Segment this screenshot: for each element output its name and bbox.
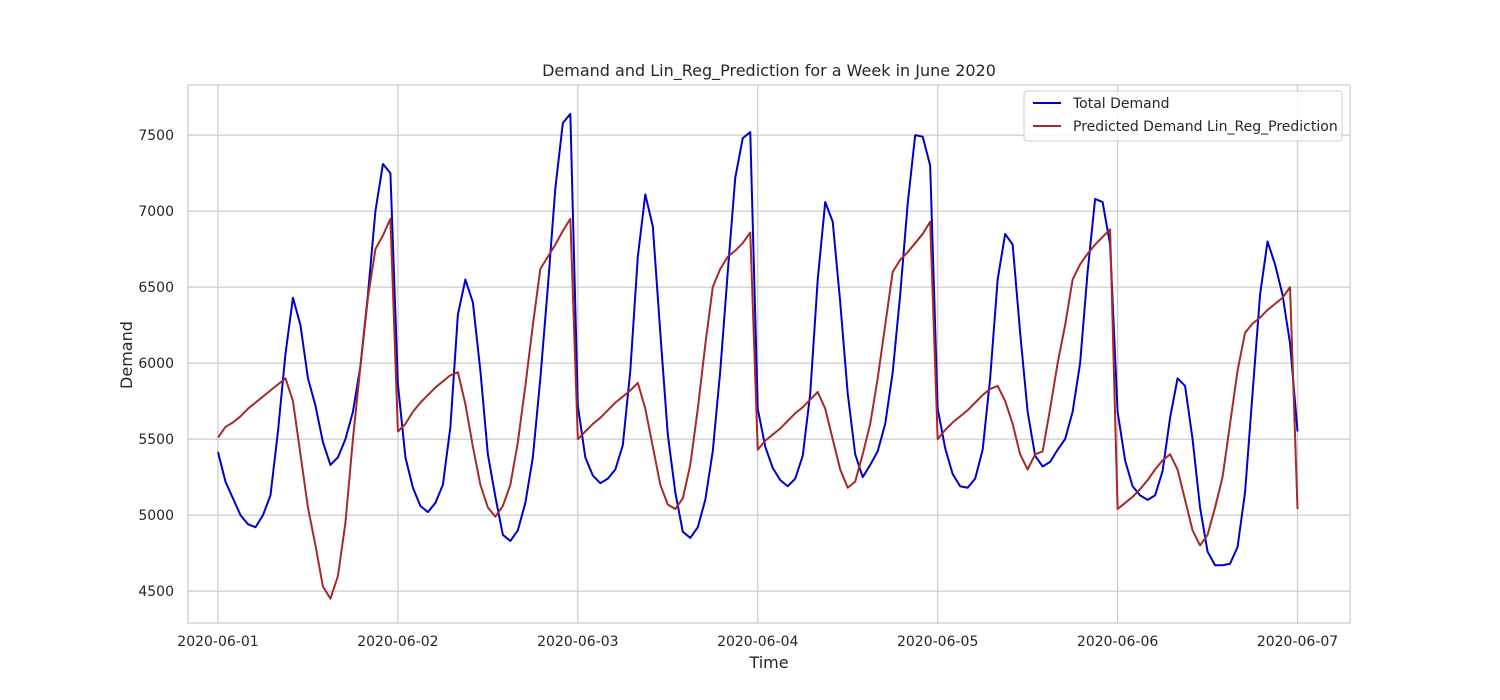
x-axis-label: Time bbox=[748, 653, 788, 672]
y-tick-label: 7500 bbox=[138, 128, 174, 144]
y-tick-label: 6500 bbox=[138, 280, 174, 296]
chart-title: Demand and Lin_Reg_Prediction for a Week… bbox=[542, 61, 996, 81]
y-tick-label: 4500 bbox=[138, 584, 174, 600]
y-tick-label: 6000 bbox=[138, 356, 174, 372]
y-axis-ticks: 4500 5000 5500 6000 6500 7000 7500 bbox=[138, 128, 174, 600]
legend-box bbox=[1023, 90, 1343, 142]
x-tick-label: 2020-06-05 bbox=[897, 634, 978, 650]
series-line-total-demand bbox=[217, 112, 1299, 567]
x-tick-label: 2020-06-01 bbox=[177, 634, 258, 650]
legend-label-predicted-demand: Predicted Demand Lin_Reg_Prediction bbox=[1073, 119, 1338, 135]
x-tick-label: 2020-06-03 bbox=[537, 634, 618, 650]
y-tick-label: 5500 bbox=[138, 432, 174, 448]
y-tick-label: 5000 bbox=[138, 508, 174, 524]
x-tick-label: 2020-06-06 bbox=[1077, 634, 1158, 650]
x-tick-label: 2020-06-04 bbox=[717, 634, 798, 650]
series-line-predicted-demand bbox=[217, 217, 1299, 600]
grid bbox=[188, 85, 1350, 623]
legend: Total Demand Predicted Demand Lin_Reg_Pr… bbox=[1023, 90, 1343, 142]
legend-label-total-demand: Total Demand bbox=[1072, 96, 1170, 112]
plot-frame bbox=[187, 84, 1351, 624]
x-axis-ticks: 2020-06-01 2020-06-02 2020-06-03 2020-06-04… bbox=[177, 634, 1338, 650]
x-tick-label: 2020-06-07 bbox=[1257, 634, 1338, 650]
y-tick-label: 7000 bbox=[138, 204, 174, 220]
series-layer bbox=[217, 112, 1299, 600]
x-tick-label: 2020-06-02 bbox=[357, 634, 438, 650]
y-axis-label: Demand bbox=[117, 321, 136, 389]
